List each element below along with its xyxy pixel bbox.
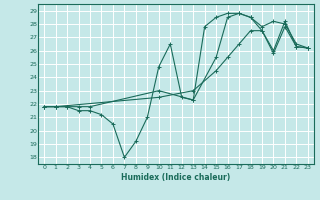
X-axis label: Humidex (Indice chaleur): Humidex (Indice chaleur) <box>121 173 231 182</box>
